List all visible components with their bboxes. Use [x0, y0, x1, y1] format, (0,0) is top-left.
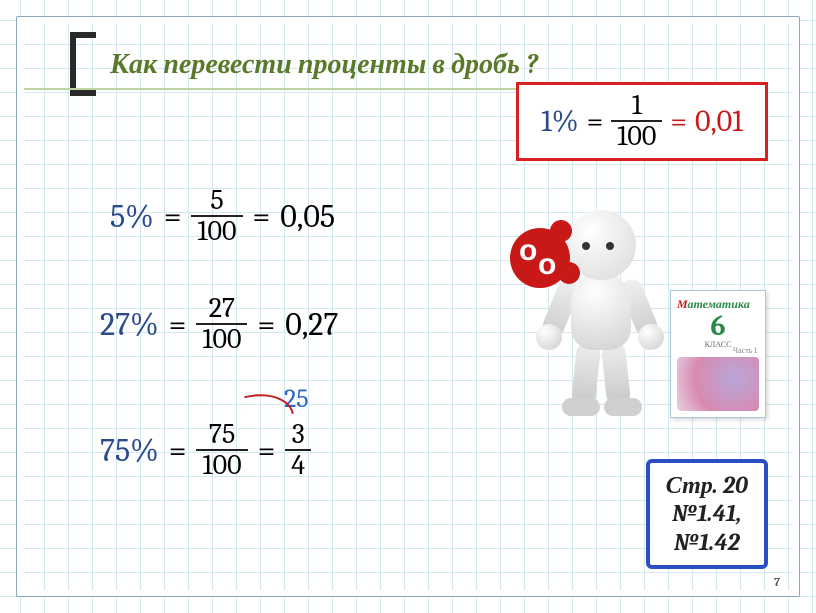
example-lhs: 27% — [100, 306, 159, 343]
fraction-denominator: 100 — [611, 120, 662, 151]
mascot-figure: o o — [486, 200, 676, 430]
figure-hand — [638, 324, 664, 350]
slide-title: Как перевести проценты в дробь ? — [70, 32, 538, 96]
figure-hand — [536, 324, 562, 350]
book-subject-rest: атематика — [688, 297, 750, 311]
definition-box: 1% = 1 100 = 0,01 — [516, 82, 768, 161]
equals-sign: = — [258, 432, 276, 469]
fraction-numerator: 3 — [286, 420, 311, 449]
equals-sign: = — [257, 306, 275, 343]
equals-sign: = — [164, 198, 182, 235]
example-row-3: 75% = 75 100 = 3 4 — [100, 420, 311, 481]
slide-number: 7 — [774, 575, 780, 589]
fraction-numerator: 27 — [203, 294, 241, 323]
example-result: 0,27 — [285, 306, 338, 343]
book-part: Часть 1 — [733, 346, 757, 355]
fraction-denominator: 100 — [196, 323, 247, 354]
fraction-denominator: 100 — [196, 449, 247, 480]
percent-icon: o o — [510, 220, 582, 292]
fraction-numerator: 75 — [203, 420, 241, 449]
example-lhs: 5% — [110, 198, 154, 235]
book-cover-art — [677, 357, 759, 411]
example-lhs: 75% — [100, 432, 159, 469]
book-grade: 6 — [677, 312, 759, 340]
definition-fraction: 1 100 — [611, 91, 662, 152]
page-reference-box: Стр. 20 №1.41, №1.42 — [646, 459, 768, 569]
reference-line: №1.42 — [666, 528, 748, 557]
equals-sign: = — [169, 432, 187, 469]
figure-foot — [604, 398, 642, 416]
equals-sign: = — [169, 306, 187, 343]
textbook-cover: Математика 6 КЛАСС Часть 1 — [670, 290, 766, 418]
fraction-denominator: 4 — [285, 449, 311, 480]
fraction-numerator: 5 — [204, 186, 229, 215]
example-result: 0,05 — [280, 198, 335, 235]
book-subject-initial: М — [677, 297, 688, 311]
figure-foot — [562, 398, 600, 416]
title-underline — [24, 88, 576, 90]
equals-sign: = — [587, 104, 604, 139]
figure-eye — [582, 242, 590, 250]
title-text: Как перевести проценты в дробь ? — [110, 48, 538, 81]
example-fraction: 75 100 — [196, 420, 247, 481]
equals-sign: = — [253, 198, 271, 235]
fraction-numerator: 1 — [626, 91, 648, 120]
example-fraction: 5 100 — [191, 186, 242, 247]
example-row-2: 27% = 27 100 = 0,27 — [100, 294, 338, 355]
definition-lhs: 1% — [541, 104, 579, 139]
reference-line: №1.41, — [666, 499, 748, 528]
title-bracket-icon — [70, 32, 96, 96]
equals-sign: = — [670, 104, 687, 139]
definition-decimal: 0,01 — [695, 104, 743, 139]
example-row-1: 5% = 5 100 = 0,05 — [110, 186, 335, 247]
example-result-fraction: 3 4 — [285, 420, 311, 481]
reference-line: Стр. 20 — [666, 471, 748, 500]
example-fraction: 27 100 — [196, 294, 247, 355]
fraction-denominator: 100 — [191, 215, 242, 246]
figure-eye — [606, 242, 614, 250]
